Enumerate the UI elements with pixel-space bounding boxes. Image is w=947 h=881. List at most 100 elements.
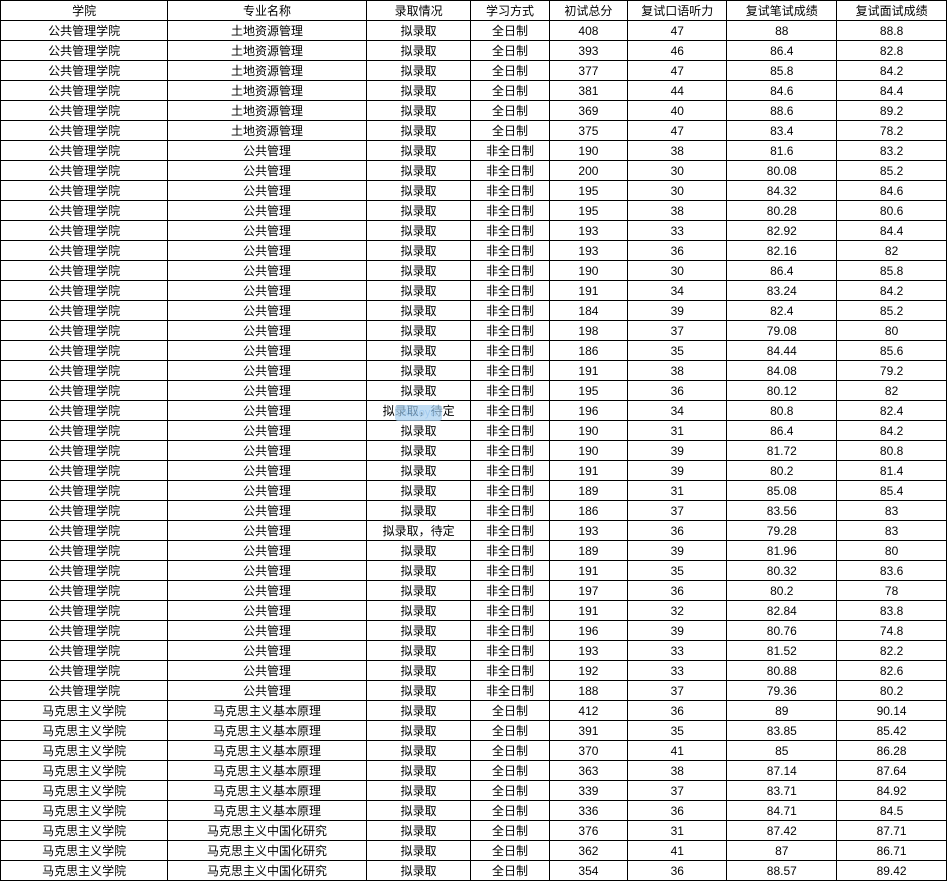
table-cell: 84.44 (727, 341, 837, 361)
table-cell: 公共管理 (168, 501, 367, 521)
table-cell: 拟录取 (366, 821, 471, 841)
table-cell: 83.24 (727, 281, 837, 301)
table-cell: 公共管理 (168, 281, 367, 301)
table-cell: 33 (628, 661, 727, 681)
table-cell: 公共管理学院 (1, 21, 168, 41)
table-cell: 公共管理学院 (1, 281, 168, 301)
col-header-4: 初试总分 (549, 1, 627, 21)
table-cell: 公共管理 (168, 221, 367, 241)
table-cell: 拟录取，待定 (366, 401, 471, 421)
table-cell: 37 (628, 681, 727, 701)
table-cell: 84.6 (727, 81, 837, 101)
table-cell: 82.2 (837, 641, 947, 661)
table-cell: 86.28 (837, 741, 947, 761)
table-cell: 马克思主义学院 (1, 741, 168, 761)
table-cell: 拟录取 (366, 321, 471, 341)
table-cell: 全日制 (471, 61, 549, 81)
table-cell: 马克思主义基本原理 (168, 741, 367, 761)
table-row: 公共管理学院公共管理拟录取非全日制1913580.3283.6 (1, 561, 947, 581)
table-cell: 83.4 (727, 121, 837, 141)
table-cell: 非全日制 (471, 541, 549, 561)
table-cell: 35 (628, 341, 727, 361)
table-cell: 38 (628, 201, 727, 221)
table-cell: 公共管理 (168, 441, 367, 461)
table-cell: 41 (628, 841, 727, 861)
table-row: 马克思主义学院马克思主义中国化研究拟录取全日制3763187.4287.71 (1, 821, 947, 841)
table-cell: 79.08 (727, 321, 837, 341)
table-cell: 拟录取 (366, 641, 471, 661)
table-cell: 186 (549, 341, 627, 361)
col-header-6: 复试笔试成绩 (727, 1, 837, 21)
table-cell: 公共管理学院 (1, 441, 168, 461)
table-cell: 198 (549, 321, 627, 341)
table-row: 公共管理学院公共管理拟录取非全日制1983779.0880 (1, 321, 947, 341)
table-cell: 85.2 (837, 301, 947, 321)
table-cell: 41 (628, 741, 727, 761)
table-cell: 非全日制 (471, 301, 549, 321)
table-row: 公共管理学院公共管理拟录取非全日制1893981.9680 (1, 541, 947, 561)
table-cell: 马克思主义学院 (1, 861, 168, 881)
table-cell: 非全日制 (471, 661, 549, 681)
table-cell: 马克思主义基本原理 (168, 781, 367, 801)
table-row: 公共管理学院公共管理拟录取非全日制1923380.8882.6 (1, 661, 947, 681)
table-cell: 非全日制 (471, 441, 549, 461)
table-cell: 195 (549, 201, 627, 221)
table-cell: 公共管理学院 (1, 461, 168, 481)
table-cell: 公共管理 (168, 341, 367, 361)
table-row: 公共管理学院土地资源管理拟录取全日制3934686.482.8 (1, 41, 947, 61)
table-cell: 公共管理 (168, 141, 367, 161)
table-row: 公共管理学院公共管理拟录取非全日制1973680.278 (1, 581, 947, 601)
table-cell: 78 (837, 581, 947, 601)
table-cell: 公共管理学院 (1, 161, 168, 181)
table-cell: 81.96 (727, 541, 837, 561)
table-cell: 非全日制 (471, 201, 549, 221)
table-cell: 全日制 (471, 101, 549, 121)
table-cell: 拟录取 (366, 441, 471, 461)
table-cell: 公共管理 (168, 181, 367, 201)
table-cell: 188 (549, 681, 627, 701)
table-cell: 36 (628, 861, 727, 881)
table-cell: 87.14 (727, 761, 837, 781)
table-cell: 376 (549, 821, 627, 841)
table-row: 公共管理学院公共管理拟录取非全日制1953880.2880.6 (1, 201, 947, 221)
table-cell: 190 (549, 261, 627, 281)
table-cell: 82.8 (837, 41, 947, 61)
table-cell: 非全日制 (471, 241, 549, 261)
table-cell: 375 (549, 121, 627, 141)
table-cell: 全日制 (471, 21, 549, 41)
table-cell: 37 (628, 321, 727, 341)
table-cell: 87 (727, 841, 837, 861)
table-cell: 35 (628, 721, 727, 741)
table-cell: 80.88 (727, 661, 837, 681)
table-cell: 32 (628, 601, 727, 621)
table-cell: 81.52 (727, 641, 837, 661)
table-cell: 88 (727, 21, 837, 41)
table-cell: 马克思主义基本原理 (168, 701, 367, 721)
table-cell: 370 (549, 741, 627, 761)
table-cell: 84.4 (837, 81, 947, 101)
table-row: 马克思主义学院马克思主义基本原理拟录取全日制412368990.14 (1, 701, 947, 721)
table-row: 公共管理学院公共管理拟录取非全日制1893185.0885.4 (1, 481, 947, 501)
table-cell: 81.6 (727, 141, 837, 161)
table-cell: 拟录取 (366, 141, 471, 161)
table-cell: 公共管理 (168, 321, 367, 341)
table-cell: 85 (727, 741, 837, 761)
table-cell: 192 (549, 661, 627, 681)
table-cell: 37 (628, 501, 727, 521)
table-cell: 马克思主义基本原理 (168, 801, 367, 821)
table-row: 公共管理学院公共管理拟录取，待定非全日制1933679.2883 (1, 521, 947, 541)
table-cell: 82.84 (727, 601, 837, 621)
table-cell: 拟录取 (366, 181, 471, 201)
table-cell: 马克思主义学院 (1, 801, 168, 821)
table-cell: 拟录取 (366, 601, 471, 621)
table-cell: 拟录取 (366, 781, 471, 801)
table-cell: 31 (628, 481, 727, 501)
table-cell: 公共管理 (168, 201, 367, 221)
col-header-5: 复试口语听力 (628, 1, 727, 21)
table-cell: 公共管理学院 (1, 601, 168, 621)
table-cell: 85.08 (727, 481, 837, 501)
table-cell: 公共管理学院 (1, 521, 168, 541)
table-row: 公共管理学院公共管理拟录取非全日制1933682.1682 (1, 241, 947, 261)
table-row: 马克思主义学院马克思主义基本原理拟录取全日制3633887.1487.64 (1, 761, 947, 781)
table-cell: 公共管理学院 (1, 681, 168, 701)
